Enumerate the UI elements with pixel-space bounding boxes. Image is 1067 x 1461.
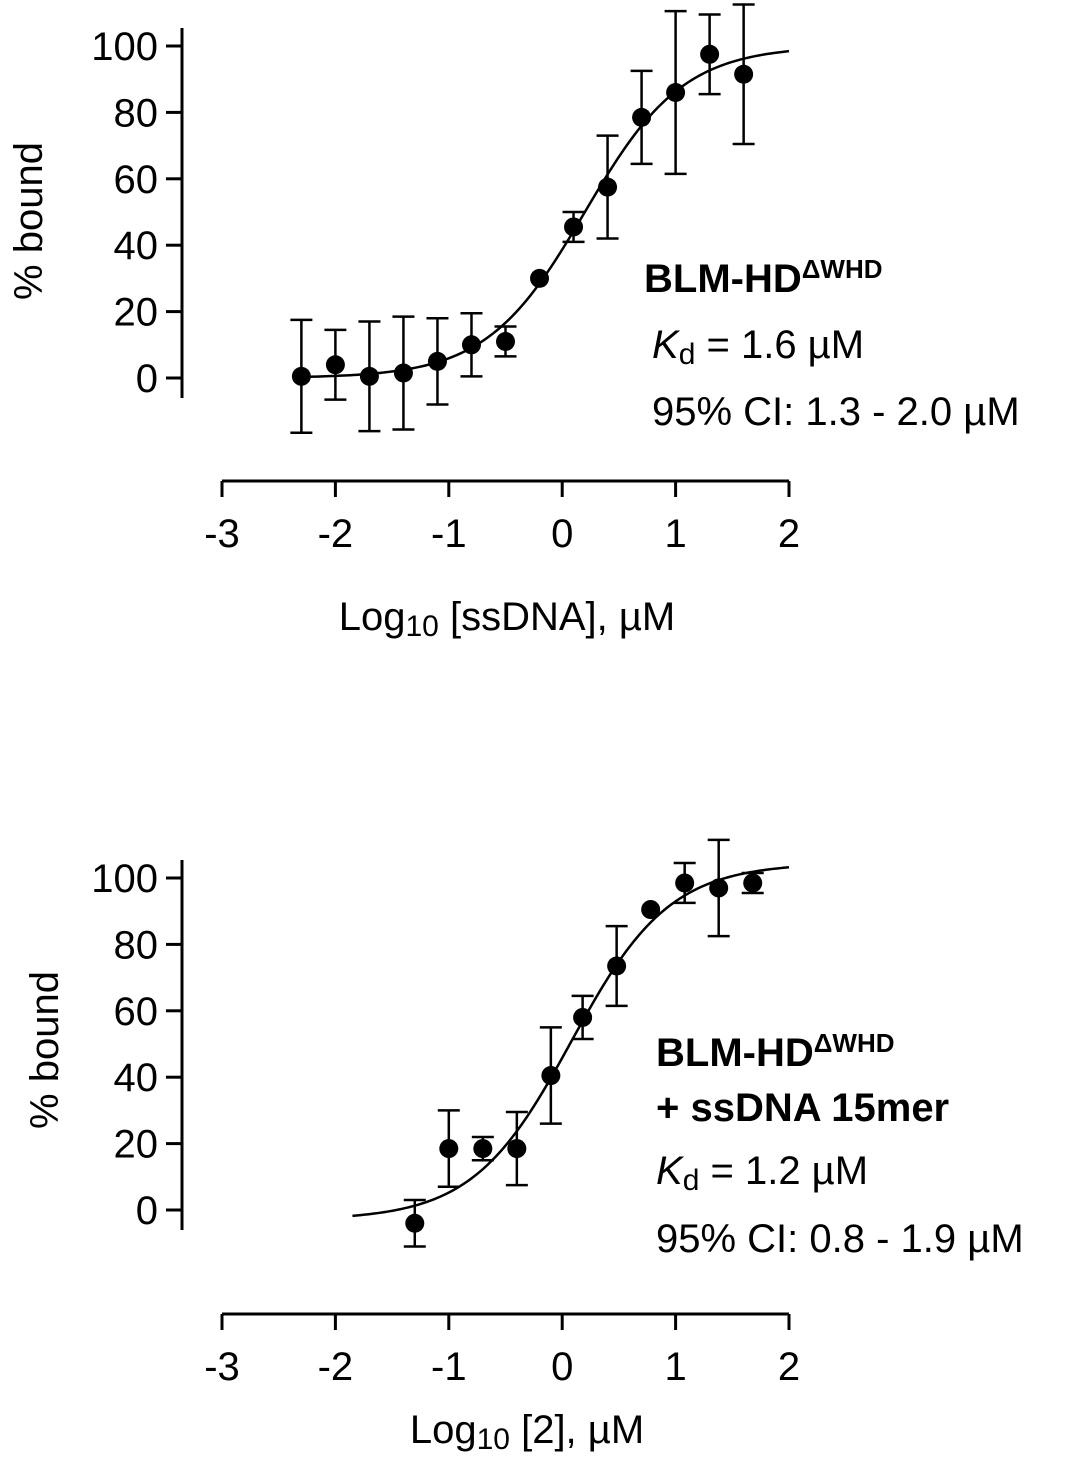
- data-point: [530, 268, 550, 288]
- data-point: [666, 82, 686, 102]
- x-axis-label-subscript: 10: [405, 610, 438, 643]
- data-point: [607, 956, 627, 976]
- annotation-title: BLM-HDΔWHD: [644, 254, 883, 301]
- annotation-kd-value: = 1.2 µM: [699, 1149, 868, 1193]
- series-1: [352, 838, 790, 1248]
- annotation-ci: 95% CI: 1.3 - 2.0 µM: [652, 390, 1020, 434]
- y-tick-label: 40: [114, 1056, 159, 1100]
- data-point: [393, 363, 413, 383]
- y-tick-label: 100: [91, 25, 158, 69]
- data-point: [632, 107, 652, 127]
- annotation: BLM-HDΔWHD + ssDNA 15mer Kd = 1.2 µM 95% CI…: [656, 1028, 1024, 1261]
- data-point: [598, 177, 618, 197]
- chart-panel-2: 0 20 40 60 80 100 -3 -2 -1 0 1 2 Log10 [2], µM % boun…: [23, 838, 1024, 1456]
- x-tick-label: -2: [318, 1345, 354, 1389]
- annotation-title-main: BLM-HD: [644, 257, 802, 301]
- x-tick-label: 0: [551, 1345, 573, 1389]
- data-point: [641, 900, 661, 920]
- data-point: [461, 335, 481, 355]
- series-1: [290, 3, 790, 435]
- x-tick-label: -1: [431, 1345, 467, 1389]
- annotation-title-main: BLM-HD: [656, 1031, 814, 1075]
- x-tick-label: -2: [318, 512, 354, 556]
- data-point: [496, 331, 515, 351]
- annotation-kd-value: = 1.6 µM: [695, 323, 864, 367]
- annotation-title-line2: + ssDNA 15mer: [656, 1086, 949, 1130]
- data-point: [564, 217, 584, 237]
- y-tick-label: 20: [114, 1123, 159, 1167]
- data-point: [291, 366, 311, 386]
- annotation-kd: Kd = 1.6 µM: [652, 323, 864, 371]
- data-point: [427, 351, 447, 371]
- annotation: BLM-HDΔWHD Kd = 1.6 µM 95% CI: 1.3 - 2.0 µ…: [644, 254, 1020, 434]
- data-point: [507, 1139, 527, 1159]
- x-axis-label-subscript: 10: [477, 1423, 510, 1456]
- y-tick-label: 80: [114, 923, 159, 967]
- data-point: [734, 64, 754, 84]
- x-axis-label-main: Log: [339, 595, 406, 639]
- y-axis-label: % bound: [23, 971, 67, 1129]
- x-axis-label: Log10 [2], µM: [410, 1408, 644, 1456]
- x-axis-label-rest: [ssDNA], µM: [439, 595, 675, 639]
- y-tick-label: 100: [91, 857, 158, 901]
- x-tick-label: 0: [551, 512, 573, 556]
- annotation-title-superscript: ΔWHD: [802, 254, 883, 284]
- x-tick-label: 2: [778, 1345, 800, 1389]
- data-point: [700, 44, 720, 64]
- y-tick-label: 80: [114, 91, 159, 135]
- annotation-kd-subscript: d: [683, 1164, 700, 1197]
- data-point: [325, 355, 345, 375]
- x-tick-label: -3: [204, 512, 240, 556]
- x-axis-label-rest: [2], µM: [510, 1408, 644, 1452]
- y-tick-label: 60: [114, 158, 159, 202]
- annotation-kd-symbol: K: [652, 323, 681, 367]
- data-point: [675, 873, 695, 893]
- data-point: [541, 1066, 561, 1086]
- data-point: [473, 1139, 493, 1159]
- x-tick-label: 2: [778, 512, 800, 556]
- y-tick-label: 60: [114, 990, 159, 1034]
- y-tick-label: 20: [114, 291, 159, 335]
- x-tick-label: 1: [664, 1345, 686, 1389]
- annotation-title: BLM-HDΔWHD: [656, 1028, 895, 1075]
- y-tick-label: 0: [136, 1189, 158, 1233]
- data-point: [573, 1007, 593, 1027]
- annotation-kd: Kd = 1.2 µM: [656, 1149, 868, 1197]
- x-axis-label: Log10 [ssDNA], µM: [339, 595, 676, 643]
- chart-panel-1: 0 20 40 60 80 100 -3 -2 -1 0 1 2 Log10 [ssDNA], µM % …: [7, 3, 1020, 643]
- annotation-kd-symbol: K: [656, 1149, 685, 1193]
- data-point: [359, 366, 379, 386]
- annotation-kd-subscript: d: [679, 338, 696, 371]
- data-point: [405, 1213, 425, 1233]
- y-axis-label: % bound: [7, 142, 51, 300]
- annotation-title-superscript: ΔWHD: [814, 1028, 895, 1058]
- x-tick-label: -3: [204, 1345, 240, 1389]
- data-point: [709, 878, 729, 898]
- annotation-ci: 95% CI: 0.8 - 1.9 µM: [656, 1217, 1024, 1261]
- y-tick-label: 40: [114, 224, 159, 268]
- x-tick-label: -1: [431, 512, 467, 556]
- data-point: [743, 873, 763, 893]
- x-tick-label: 1: [664, 512, 686, 556]
- x-axis-label-main: Log: [410, 1408, 477, 1452]
- y-tick-label: 0: [136, 357, 158, 401]
- data-point: [439, 1139, 459, 1159]
